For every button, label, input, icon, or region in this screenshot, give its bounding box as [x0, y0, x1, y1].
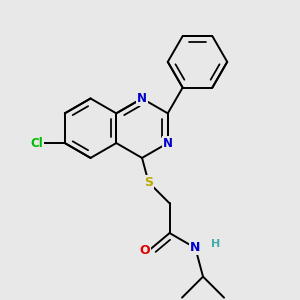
Text: N: N: [190, 242, 200, 254]
Text: O: O: [140, 244, 150, 257]
Text: Cl: Cl: [31, 136, 44, 150]
Text: S: S: [144, 176, 153, 189]
Text: H: H: [211, 239, 220, 249]
Text: N: N: [163, 136, 173, 150]
Text: N: N: [137, 92, 147, 105]
